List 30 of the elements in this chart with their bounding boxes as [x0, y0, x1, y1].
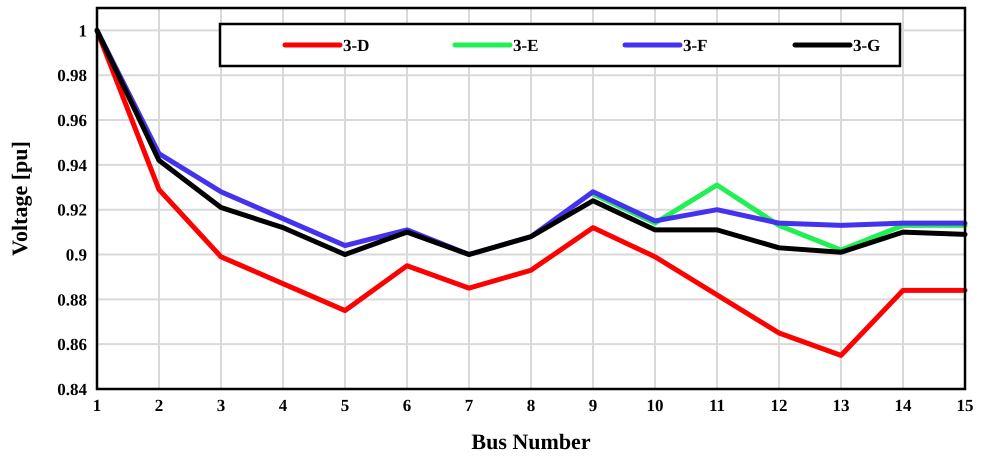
x-tick-label: 2 — [154, 396, 164, 415]
legend-label: 3-E — [513, 36, 538, 55]
x-tick-label: 12 — [770, 396, 788, 415]
y-tick-label: 0.88 — [57, 290, 87, 310]
y-tick-label: 0.96 — [57, 111, 87, 130]
y-tick-label: 0.84 — [57, 380, 88, 399]
x-tick-label: 14 — [894, 396, 912, 415]
x-tick-label: 13 — [832, 396, 850, 415]
x-tick-label: 8 — [526, 396, 536, 415]
legend-label: 3-F — [683, 36, 708, 55]
x-tick-label: 1 — [92, 396, 102, 415]
x-tick-label: 3 — [216, 396, 226, 415]
legend-label: 3-D — [343, 36, 370, 55]
x-tick-label: 15 — [956, 396, 974, 415]
x-tick-label: 5 — [340, 396, 350, 415]
x-tick-label: 4 — [278, 396, 288, 415]
y-tick-label: 0.86 — [57, 335, 87, 354]
y-tick-label: 0.92 — [57, 200, 87, 220]
y-tick-label: 0.98 — [57, 66, 87, 86]
y-tick-label: 0.9 — [66, 245, 87, 264]
x-axis-title: Bus Number — [471, 429, 591, 454]
x-tick-label: 9 — [588, 396, 598, 415]
y-axis-title: Voltage [pu] — [7, 141, 32, 256]
x-tick-label: 6 — [402, 396, 412, 415]
y-tick-label: 1 — [78, 21, 87, 40]
y-tick-label: 0.94 — [57, 156, 88, 175]
legend-label: 3-G — [853, 36, 880, 55]
x-tick-label: 10 — [646, 396, 664, 415]
x-tick-label: 7 — [464, 396, 474, 415]
x-tick-label: 11 — [708, 396, 726, 415]
